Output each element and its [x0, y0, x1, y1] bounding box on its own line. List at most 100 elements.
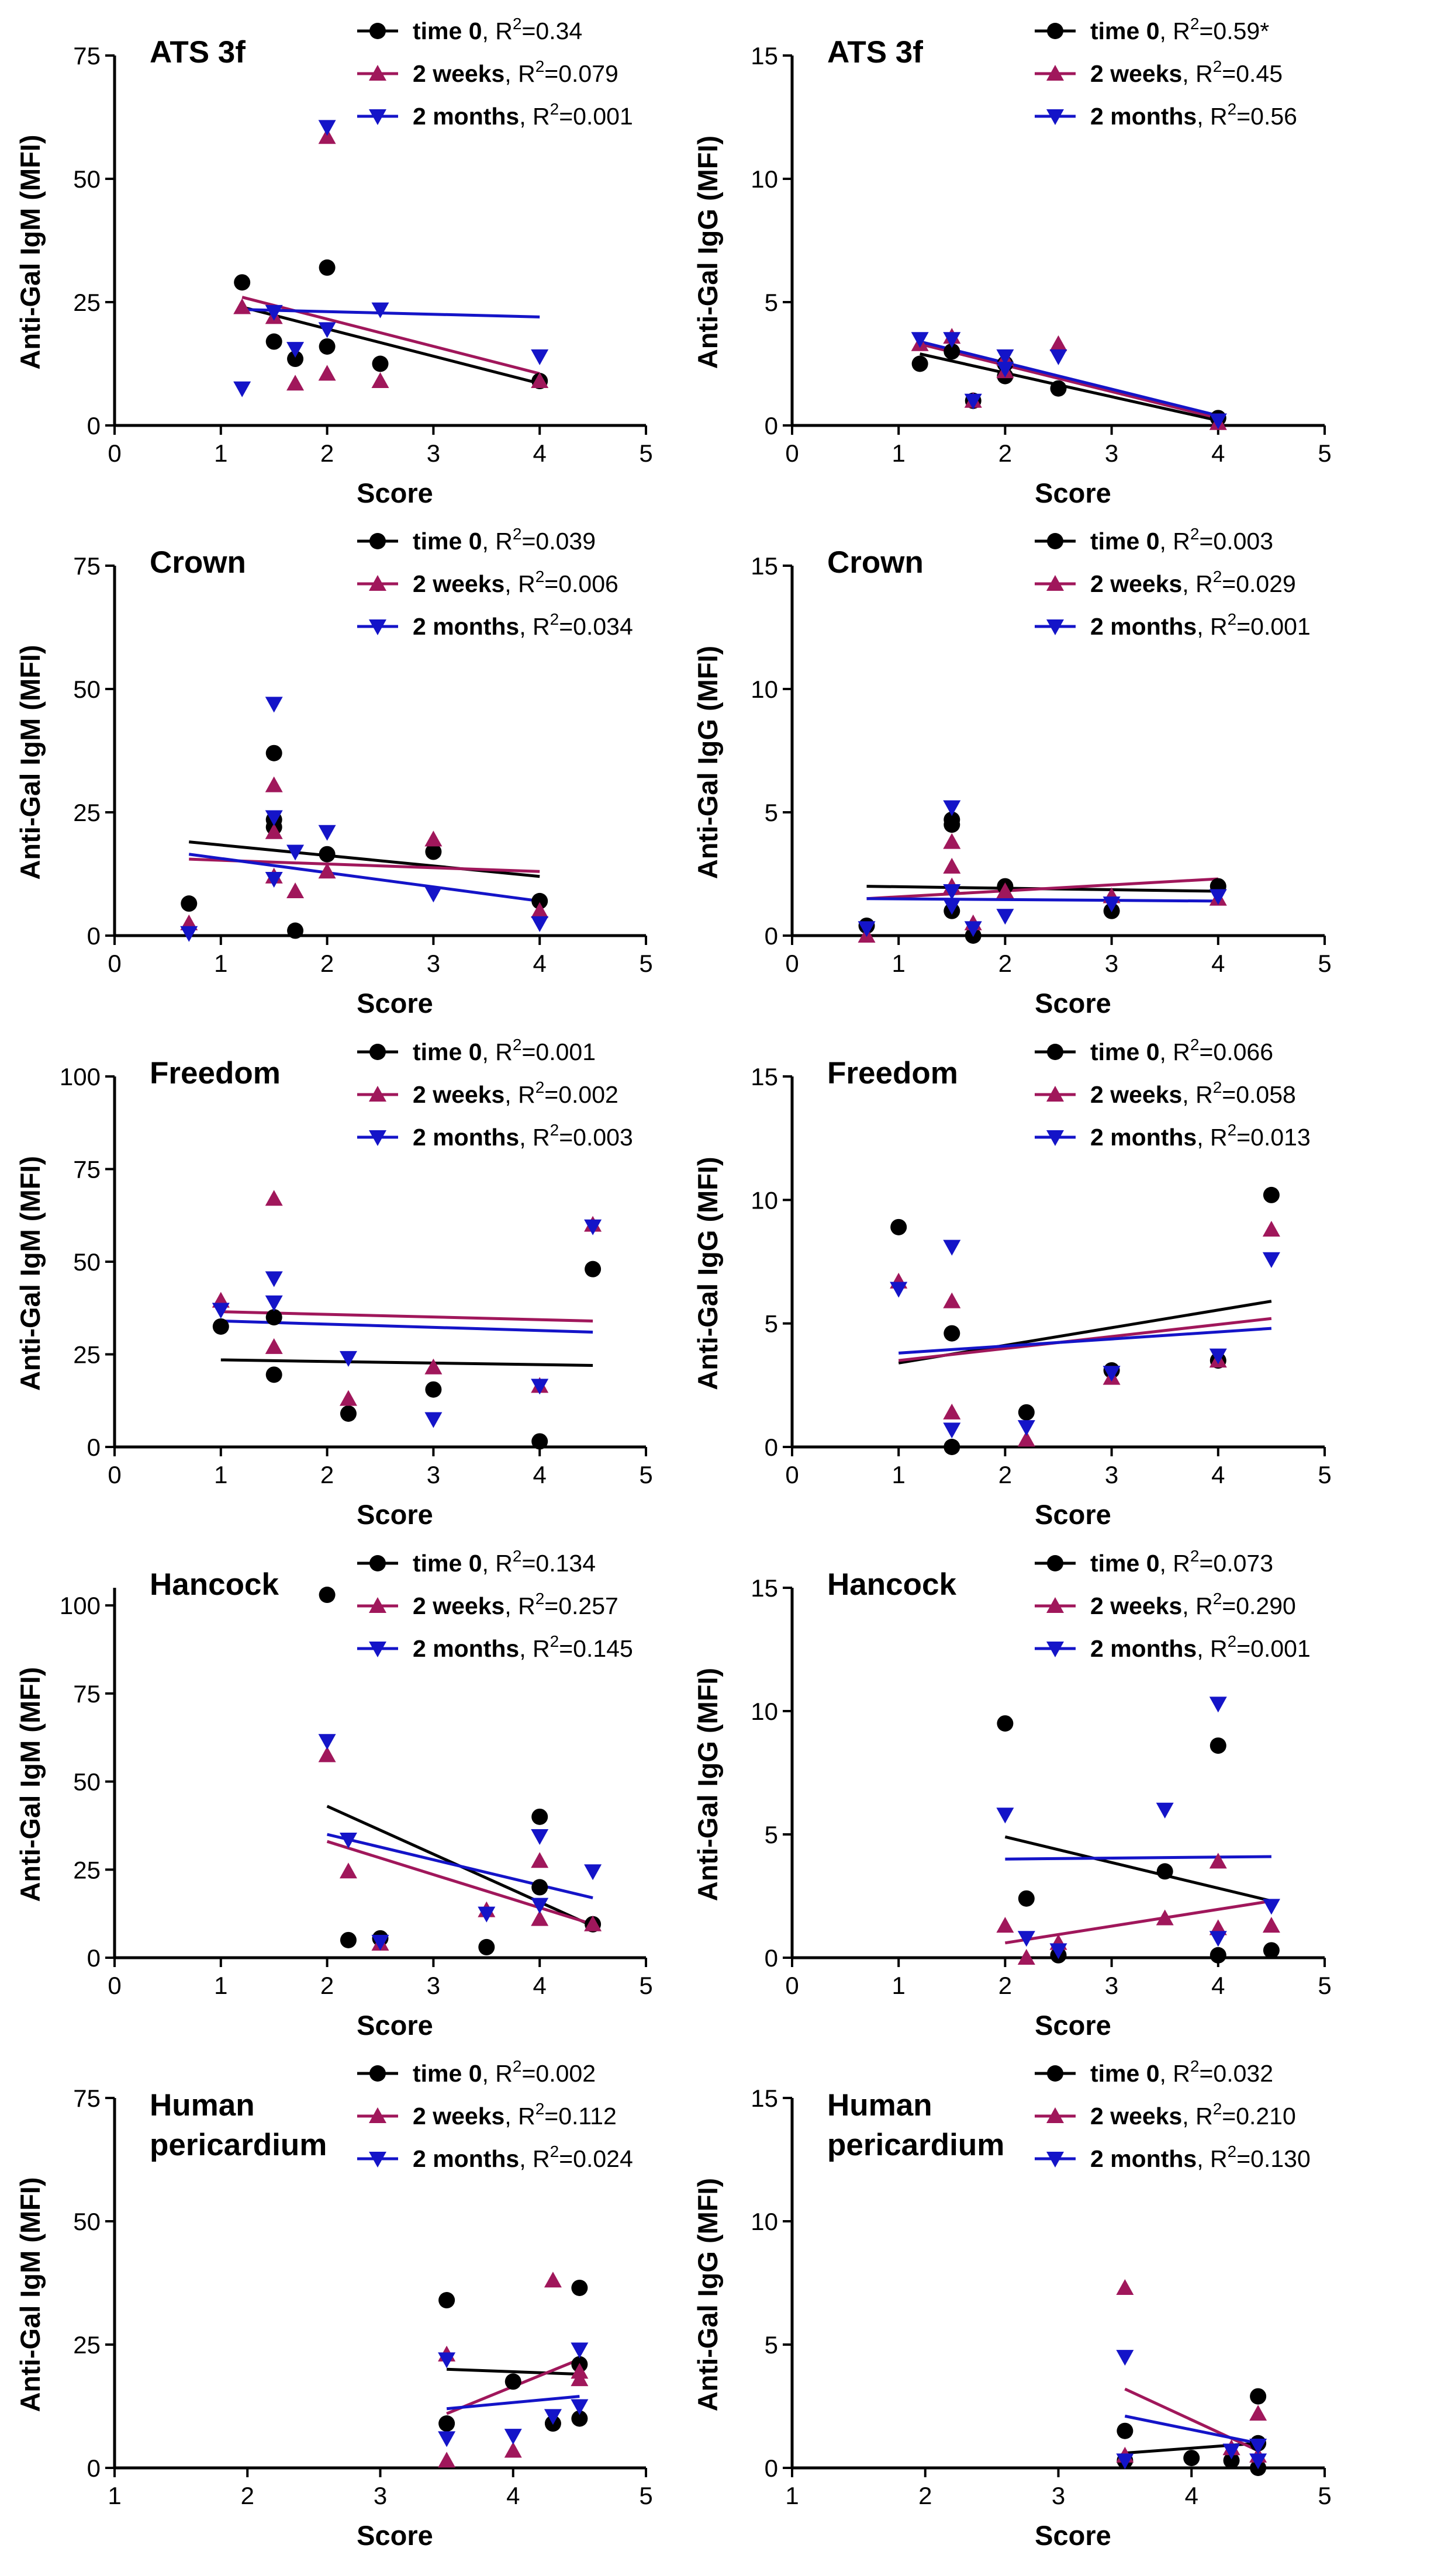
- legend-label: time 0, R2=0.001: [413, 1036, 596, 1065]
- legend-r2-value: =0.34: [521, 18, 582, 44]
- data-point: [996, 1808, 1014, 1824]
- x-tick-label: 0: [108, 950, 121, 977]
- data-point: [318, 825, 336, 841]
- legend-marker: [369, 619, 386, 635]
- data-point: [1018, 1404, 1035, 1421]
- y-tick-label: 50: [73, 676, 101, 703]
- y-tick-label: 15: [751, 1063, 778, 1090]
- data-point: [531, 372, 549, 389]
- data-point: [1249, 2405, 1267, 2421]
- legend-r2-value: =0.079: [544, 60, 618, 87]
- data-point: [943, 1403, 961, 1419]
- data-point: [911, 332, 929, 348]
- x-tick-label: 5: [639, 1461, 652, 1488]
- x-tick-label: 2: [320, 1461, 334, 1488]
- legend-r2-value: =0.145: [559, 1635, 633, 1662]
- legend-r2-value: =0.003: [1199, 528, 1273, 555]
- x-tick-label: 1: [108, 2482, 121, 2509]
- data-point: [340, 1931, 357, 1948]
- data-point: [339, 1833, 357, 1849]
- legend-superscript: 2: [550, 610, 559, 628]
- legend-superscript: 2: [1190, 1547, 1200, 1565]
- y-tick-label: 15: [751, 2085, 778, 2112]
- data-point: [964, 921, 982, 937]
- legend-marker: [369, 1642, 386, 1657]
- legend-superscript: 2: [513, 1547, 522, 1565]
- data-point: [371, 372, 389, 389]
- data-point: [1049, 349, 1067, 365]
- data-point: [265, 1309, 282, 1326]
- x-tick-label: 3: [427, 950, 440, 977]
- legend-series-name: time 0: [1090, 1038, 1160, 1065]
- legend-label: time 0, R2=0.003: [1090, 525, 1273, 555]
- legend-r2-value: =0.034: [559, 613, 633, 640]
- x-tick-label: 3: [1105, 439, 1118, 467]
- data-point: [1017, 1431, 1035, 1447]
- panel-title-line: Freedom: [827, 1056, 958, 1090]
- y-tick-label: 10: [751, 2208, 778, 2235]
- data-point: [1262, 1917, 1280, 1933]
- data-point: [531, 1852, 549, 1868]
- legend-series-name: 2 weeks: [413, 1592, 504, 1619]
- legend-label: 2 months, R2=0.001: [413, 100, 633, 130]
- y-tick-label: 0: [87, 1434, 101, 1461]
- legend-marker: [369, 2152, 386, 2168]
- data-point: [571, 2410, 588, 2427]
- data-point: [286, 844, 305, 861]
- legend-series-name: 2 months: [413, 1124, 519, 1151]
- data-point: [944, 343, 960, 360]
- legend-r2-label: R: [1195, 2103, 1213, 2130]
- legend-series-name: 2 months: [413, 2145, 519, 2172]
- y-axis-title: Anti-Gal IgM (MFI): [15, 134, 46, 369]
- data-point: [996, 1917, 1014, 1933]
- legend-marker: [369, 1597, 386, 1613]
- data-point: [424, 887, 443, 903]
- y-axis-title: Anti-Gal IgM (MFI): [15, 1667, 46, 1902]
- x-tick-label: 1: [214, 1461, 227, 1488]
- legend-label: 2 weeks, R2=0.257: [413, 1590, 618, 1619]
- x-tick-label: 4: [533, 950, 547, 977]
- data-point: [1209, 889, 1227, 905]
- data-point: [424, 830, 443, 847]
- legend-label: 2 months, R2=0.003: [413, 1121, 633, 1151]
- y-tick-label: 75: [73, 1156, 101, 1183]
- data-point: [1116, 2279, 1134, 2295]
- legend-series-name: time 0: [413, 528, 482, 555]
- legend-r2-value: =0.006: [544, 570, 618, 597]
- x-tick-label: 1: [892, 950, 906, 977]
- legend-r2-label: R: [1173, 1550, 1190, 1577]
- data-point: [1222, 2443, 1240, 2460]
- y-axis-title: Anti-Gal IgG (MFI): [692, 1668, 723, 1901]
- y-tick-label: 10: [751, 1698, 778, 1725]
- legend-r2-value: =0.024: [559, 2145, 633, 2172]
- legend-marker: [369, 65, 386, 81]
- y-tick-label: 75: [73, 1680, 101, 1708]
- legend-label: time 0, R2=0.134: [413, 1547, 596, 1577]
- data-point: [438, 2431, 456, 2447]
- data-point: [478, 1906, 496, 1923]
- y-tick-label: 5: [765, 2331, 778, 2359]
- legend-r2-label: R: [495, 1550, 513, 1577]
- data-point: [372, 355, 389, 372]
- legend-r2-label: R: [1195, 1081, 1213, 1108]
- data-point: [964, 393, 982, 410]
- data-point: [234, 274, 251, 291]
- data-point: [531, 349, 549, 365]
- data-point: [1263, 1186, 1280, 1203]
- data-point: [1017, 1949, 1035, 1965]
- data-point: [1249, 2453, 1267, 2470]
- legend-r2-value: =0.002: [544, 1081, 618, 1108]
- data-point: [319, 338, 336, 355]
- legend-series-name: time 0: [1090, 2060, 1160, 2087]
- fit-line: [898, 1327, 1272, 1355]
- legend-comma: ,: [482, 18, 496, 44]
- data-point: [286, 882, 305, 899]
- data-point: [425, 1381, 442, 1398]
- legend-comma: ,: [1197, 103, 1210, 130]
- data-point: [319, 1587, 336, 1604]
- legend-marker: [369, 2065, 386, 2082]
- data-point: [1223, 2452, 1240, 2469]
- y-tick-label: 25: [73, 799, 101, 826]
- fit-line: [866, 897, 1218, 903]
